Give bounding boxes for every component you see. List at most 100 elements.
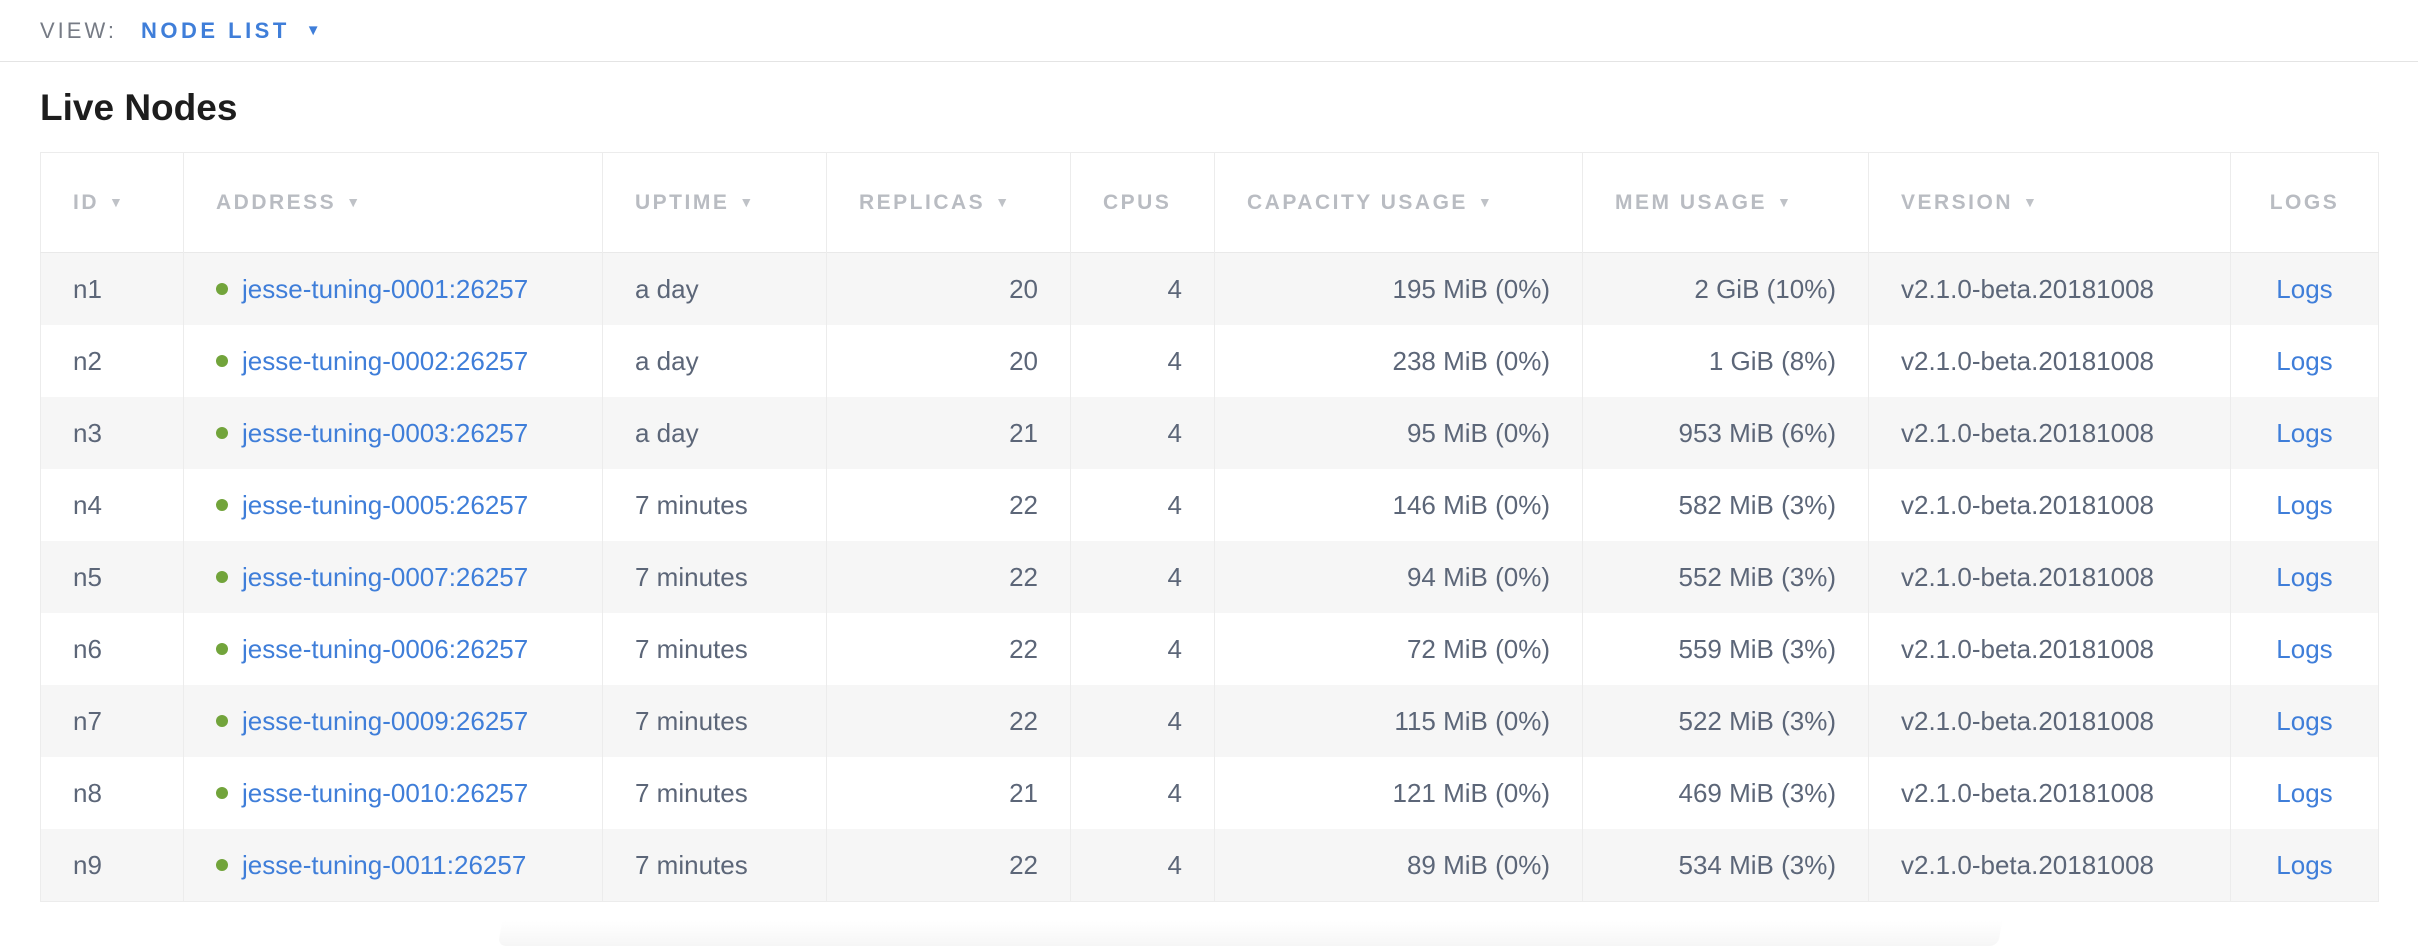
cell-id: n7 [73, 705, 102, 736]
node-address-link[interactable]: jesse-tuning-0001:26257 [242, 273, 529, 304]
node-address-link[interactable]: jesse-tuning-0009:26257 [242, 705, 529, 736]
page-title: Live Nodes [40, 87, 238, 128]
node-address-link[interactable]: jesse-tuning-0005:26257 [242, 489, 529, 520]
live-nodes-section: ID ▼ ADDRESS ▼ UPTIME ▼ REPLICAS ▼ CPUS CAPACITY … [40, 152, 2418, 902]
sort-desc-icon: ▼ [109, 193, 126, 210]
node-logs-link[interactable]: Logs [2276, 561, 2333, 592]
node-logs-link[interactable]: Logs [2276, 273, 2333, 304]
cell-version: v2.1.0-beta.20181008 [1868, 685, 2231, 757]
sort-desc-icon: ▼ [2023, 193, 2040, 210]
cell-logs: Logs [2230, 252, 2379, 325]
cell-version: v2.1.0-beta.20181008 [1868, 397, 2231, 469]
cell-uptime: 7 minutes [602, 829, 827, 902]
cell-id: n4 [73, 489, 102, 520]
node-address-link[interactable]: jesse-tuning-0010:26257 [242, 777, 529, 808]
cell-uptime: a day [602, 397, 827, 469]
node-live-status-icon [216, 858, 228, 871]
node-logs-link[interactable]: Logs [2276, 489, 2333, 520]
cell-logs: Logs [2230, 757, 2379, 829]
table-row: n6 jesse-tuning-0006:26257 7 minutes 22 4 72 … [41, 613, 2379, 685]
node-address-link[interactable]: jesse-tuning-0002:26257 [242, 345, 529, 376]
cell-cpus: 4 [1070, 757, 1215, 829]
table-row: n5 jesse-tuning-0007:26257 7 minutes 22 4 94 … [40, 541, 2379, 613]
cell-replicas: 22 [826, 829, 1071, 902]
cell-cpus: 4 [1070, 252, 1215, 325]
table-row: n8 jesse-tuning-0010:26257 7 minutes 21 4 121… [41, 757, 2379, 829]
column-header-mem[interactable]: MEM USAGE ▼ [1582, 152, 1869, 253]
cell-cpus: 4 [1070, 685, 1215, 757]
cell-version: v2.1.0-beta.20181008 [1868, 613, 2231, 685]
node-logs-link[interactable]: Logs [2276, 345, 2333, 376]
node-live-status-icon [216, 354, 228, 367]
node-address-link[interactable]: jesse-tuning-0007:26257 [242, 561, 529, 592]
cell-address: jesse-tuning-0003:26257 [183, 397, 603, 469]
cell-address: jesse-tuning-0009:26257 [183, 685, 603, 757]
column-label: REPLICAS [859, 190, 986, 214]
column-header-address[interactable]: ADDRESS ▼ [183, 152, 603, 253]
cell-replicas: 22 [826, 541, 1071, 613]
sort-desc-icon: ▼ [346, 193, 363, 210]
cell-replicas: 22 [826, 685, 1071, 757]
column-header-replicas[interactable]: REPLICAS ▼ [826, 152, 1071, 253]
cell-logs: Logs [2230, 325, 2379, 397]
cell-uptime: 7 minutes [602, 613, 827, 685]
column-header-logs: LOGS [2230, 152, 2379, 253]
live-nodes-table: ID ▼ ADDRESS ▼ UPTIME ▼ REPLICAS ▼ CPUS CAPACITY … [40, 152, 2379, 902]
table-row: n4 jesse-tuning-0005:26257 7 minutes 22 4 146… [41, 469, 2379, 541]
cell-cpus: 4 [1070, 325, 1215, 397]
node-live-status-icon [216, 786, 228, 799]
cell-replicas: 22 [826, 469, 1071, 541]
node-address-link[interactable]: jesse-tuning-0003:26257 [242, 417, 529, 448]
cell-logs: Logs [2230, 397, 2379, 469]
cell-version: v2.1.0-beta.20181008 [1868, 541, 2231, 613]
cell-cpus: 4 [1070, 613, 1215, 685]
cell-logs: Logs [2230, 469, 2379, 541]
cell-capacity: 195 MiB (0%) [1214, 252, 1583, 325]
column-header-version[interactable]: VERSION ▼ [1868, 152, 2231, 253]
node-address-link[interactable]: jesse-tuning-0006:26257 [242, 633, 529, 664]
view-selector-dropdown[interactable]: NODE LIST ▼ [141, 18, 321, 44]
column-header-capacity[interactable]: CAPACITY USAGE ▼ [1214, 152, 1583, 253]
node-logs-link[interactable]: Logs [2276, 417, 2333, 448]
cell-capacity: 95 MiB (0%) [1214, 397, 1583, 469]
table-header-row: ID ▼ ADDRESS ▼ UPTIME ▼ REPLICAS ▼ CPUS CAPACITY … [40, 152, 2379, 253]
node-logs-link[interactable]: Logs [2276, 849, 2333, 880]
cell-logs: Logs [2230, 541, 2379, 613]
cell-address: jesse-tuning-0010:26257 [183, 757, 603, 829]
view-bar: VIEW: NODE LIST ▼ [0, 0, 2418, 62]
column-label: VERSION [1901, 190, 2014, 214]
cell-capacity: 121 MiB (0%) [1214, 757, 1583, 829]
node-live-status-icon [216, 498, 228, 511]
sort-desc-icon: ▼ [1777, 193, 1794, 210]
table-row: n9 jesse-tuning-0011:26257 7 minutes 22 4 89 … [40, 829, 2379, 902]
cell-capacity: 146 MiB (0%) [1214, 469, 1583, 541]
column-label: CPUS [1103, 190, 1172, 214]
node-logs-link[interactable]: Logs [2276, 777, 2333, 808]
cell-address: jesse-tuning-0011:26257 [183, 829, 603, 902]
table-row: n7 jesse-tuning-0009:26257 7 minutes 22 4 115… [40, 685, 2379, 757]
column-label: LOGS [2269, 190, 2340, 214]
view-label: VIEW: [40, 17, 117, 43]
cell-id: n2 [73, 345, 102, 376]
cell-uptime: a day [602, 252, 827, 325]
cell-capacity: 94 MiB (0%) [1214, 541, 1583, 613]
cell-capacity: 115 MiB (0%) [1214, 685, 1583, 757]
node-logs-link[interactable]: Logs [2276, 705, 2333, 736]
cell-version: v2.1.0-beta.20181008 [1868, 757, 2231, 829]
column-header-uptime[interactable]: UPTIME ▼ [602, 152, 827, 253]
chevron-down-icon: ▼ [305, 22, 321, 39]
cell-version: v2.1.0-beta.20181008 [1868, 252, 2231, 325]
column-label: MEM USAGE [1615, 190, 1768, 214]
column-label: UPTIME [635, 190, 730, 214]
node-address-link[interactable]: jesse-tuning-0011:26257 [242, 849, 527, 880]
cell-id: n3 [73, 417, 102, 448]
cell-uptime: 7 minutes [602, 541, 827, 613]
cell-version: v2.1.0-beta.20181008 [1868, 829, 2231, 902]
node-logs-link[interactable]: Logs [2276, 633, 2333, 664]
cell-address: jesse-tuning-0002:26257 [183, 325, 603, 397]
column-header-id[interactable]: ID ▼ [41, 153, 184, 253]
cell-replicas: 22 [826, 613, 1071, 685]
cell-address: jesse-tuning-0007:26257 [183, 541, 603, 613]
sort-desc-icon: ▼ [1477, 193, 1495, 210]
cell-mem: 559 MiB (3%) [1582, 613, 1869, 685]
